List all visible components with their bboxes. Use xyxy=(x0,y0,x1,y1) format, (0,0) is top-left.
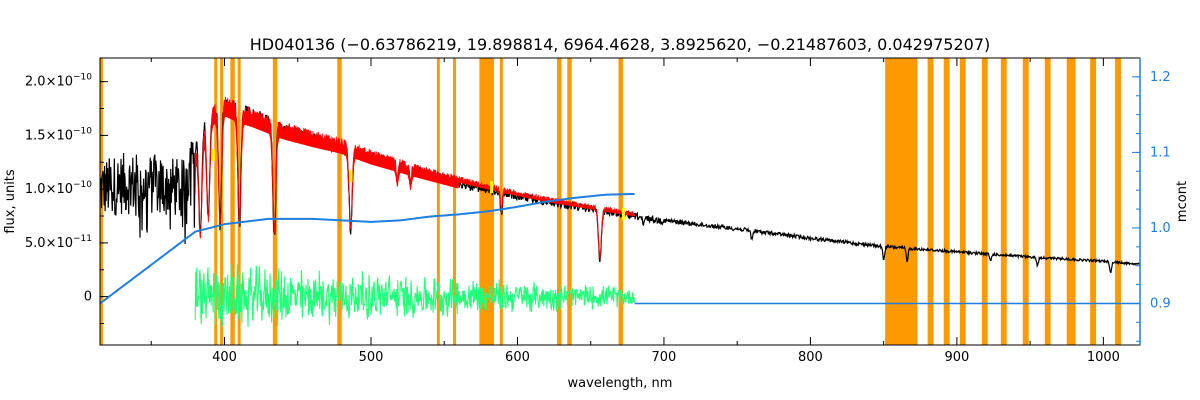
masked-region-6 xyxy=(337,58,342,345)
y-right-tick-label: 1.1 xyxy=(1150,145,1171,160)
x-tick-label: 800 xyxy=(798,350,823,365)
x-tick-label: 700 xyxy=(652,350,677,365)
y-right-tick-label: 1.0 xyxy=(1150,221,1171,236)
masked-region-8 xyxy=(453,58,456,345)
y-right-tick-label: 0.9 xyxy=(1150,296,1171,311)
masked-region-22 xyxy=(1066,58,1076,345)
masked-region-2 xyxy=(220,58,224,345)
y-tick-label: 2.0×10−10 xyxy=(25,73,92,90)
masked-region-4 xyxy=(237,58,241,345)
masked-region-13 xyxy=(618,58,623,345)
model-flux-series xyxy=(194,96,636,260)
masked-region-5 xyxy=(272,58,278,345)
masked-region-10 xyxy=(499,58,503,345)
highlight-mark-3 xyxy=(621,208,625,221)
y-right-axis-label: mcont xyxy=(1175,181,1190,222)
masked-region-3 xyxy=(230,58,235,345)
masked-region-12 xyxy=(567,58,572,345)
masked-region-18 xyxy=(981,58,988,345)
axes-layer: 400 500 600 700 800 900 1000 0 5.0×10−11 1.0×10−1… xyxy=(25,58,1171,365)
masked-region-24 xyxy=(1115,58,1121,345)
masked-region-21 xyxy=(1044,58,1051,345)
y-axis-label: flux, units xyxy=(3,169,18,234)
y-right-tick-label: 1.2 xyxy=(1150,70,1171,85)
masked-region-16 xyxy=(943,58,950,345)
masked-region-14 xyxy=(885,58,918,345)
masked-region-15 xyxy=(927,58,934,345)
x-tick-label: 1000 xyxy=(1087,350,1120,365)
x-tick-label: 600 xyxy=(505,350,530,365)
residual-series xyxy=(194,264,636,327)
mcont-series xyxy=(100,192,635,305)
x-tick-label: 400 xyxy=(212,350,237,365)
x-axis-label: wavelength, nm xyxy=(568,376,673,391)
masked-region-9 xyxy=(479,58,495,345)
y-tick-label: 5.0×10−11 xyxy=(25,234,92,251)
y-tick-label: 1.5×10−10 xyxy=(25,126,92,143)
masked-region-23 xyxy=(1090,58,1097,345)
chart-title: HD040136 (−0.63786219, 19.898814, 6964.4… xyxy=(250,35,991,54)
masked-region-7 xyxy=(436,58,440,345)
masked-region-1 xyxy=(214,58,218,345)
y-tick-label: 0 xyxy=(84,290,92,305)
x-tick-label: 900 xyxy=(944,350,969,365)
masked-region-19 xyxy=(1000,58,1007,345)
series-layer xyxy=(100,96,1140,327)
y-tick-label: 1.0×10−10 xyxy=(25,180,92,197)
highlight-mark-1 xyxy=(349,170,353,183)
x-tick-label: 500 xyxy=(359,350,384,365)
highlight-mark-2 xyxy=(490,181,494,194)
masked-region-17 xyxy=(959,58,966,345)
highlight-mark-0 xyxy=(211,148,215,161)
masked-region-20 xyxy=(1022,58,1029,345)
